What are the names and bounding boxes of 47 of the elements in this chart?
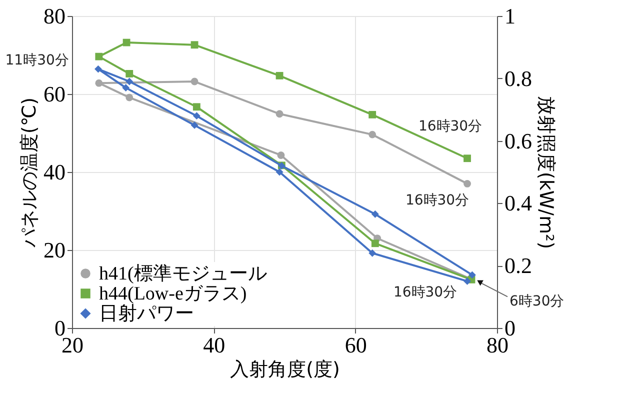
x-tick-label: 40 [203,332,226,358]
y-tick-label: 60 [44,82,66,106]
point [464,277,471,285]
point [371,240,379,248]
y2-tick-label: 0.2 [504,253,532,278]
point [122,84,130,92]
y-tick-label: 40 [44,160,66,184]
point [190,41,198,49]
legend-label: h44(Low-eガラス) [99,284,247,304]
point [126,78,134,86]
point [368,110,376,118]
point [464,180,471,188]
y2-axis-title: 放射照度(kW/m²) [535,96,557,250]
y-axis-title: パネルの温度(℃) [18,97,40,249]
annotation: 11時30分 [5,52,69,69]
point [464,154,471,162]
point [95,79,103,87]
annotation: 6時30分 [510,294,564,310]
point [190,121,198,129]
point [276,168,284,176]
point [126,94,134,102]
y2-tick-label: 0.8 [504,66,532,91]
point [276,72,284,80]
point [190,78,198,86]
annotation: 16時30分 [393,284,458,300]
point [277,152,285,159]
y-tick-label: 20 [44,238,66,262]
legend-label: 日射パワー [99,304,194,324]
point [192,112,200,120]
point [95,52,103,60]
x-axis-title: 入射角度(度) [230,358,340,380]
y2-tick-label: 1 [504,4,516,28]
annotation: 16時30分 [418,118,482,134]
point [371,210,379,218]
point [468,271,476,279]
x-tick-label: 60 [344,332,367,358]
point [368,249,376,257]
point [94,65,102,73]
point [126,70,134,78]
point [192,103,200,111]
point [368,130,376,138]
y2-tick-label: 0.6 [504,128,532,154]
legend-label: h41(標準モジュール [99,264,267,284]
point [276,110,284,118]
annotation: 16時30分 [405,192,470,209]
y-tick-label: 80 [44,4,66,28]
y2-tick-label: 0.4 [504,190,532,216]
